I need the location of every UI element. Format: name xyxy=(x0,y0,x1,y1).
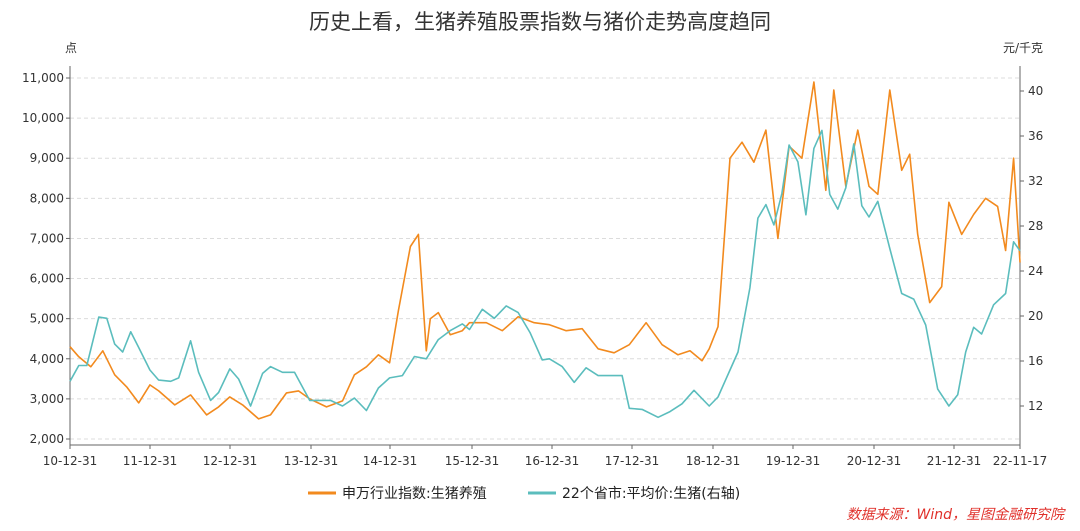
gridlines xyxy=(70,77,1020,440)
x-tick-label: 21-12-31 xyxy=(927,454,981,468)
x-tick-label: 11-12-31 xyxy=(123,454,177,468)
x-tick-label: 14-12-31 xyxy=(363,454,417,468)
left-tick-label: 5,000 xyxy=(30,312,64,326)
chart-title: 历史上看，生猪养殖股票指数与猪价走势高度趋同 xyxy=(309,10,771,34)
right-axis-ticks: 12 16 20 24 28 32 36 40 xyxy=(1020,84,1043,413)
left-axis-unit: 点 xyxy=(65,41,77,55)
axes xyxy=(69,66,1021,446)
x-tick-label: 19-12-31 xyxy=(766,454,820,468)
left-tick-label: 8,000 xyxy=(30,191,64,205)
legend-label-hog-price: 22个省市:平均价:生猪(右轴) xyxy=(562,485,740,502)
right-tick-label: 28 xyxy=(1028,219,1043,233)
x-tick-label: 17-12-31 xyxy=(605,454,659,468)
left-tick-label: 3,000 xyxy=(30,392,64,406)
x-tick-label: 12-12-31 xyxy=(203,454,257,468)
left-tick-label: 10,000 xyxy=(22,111,64,125)
right-tick-label: 20 xyxy=(1028,309,1043,323)
left-tick-label: 6,000 xyxy=(30,272,64,286)
left-axis-ticks: 2,000 3,000 4,000 5,000 6,000 7,000 8,000 9,000… xyxy=(22,71,70,446)
x-tick-label: 20-12-31 xyxy=(847,454,901,468)
x-tick-label: 13-12-31 xyxy=(284,454,338,468)
legend-label-hog-index: 申万行业指数:生猪养殖 xyxy=(342,485,487,502)
right-axis-unit: 元/千克 xyxy=(1003,41,1043,55)
legend: 申万行业指数:生猪养殖 22个省市:平均价:生猪(右轴) xyxy=(308,485,740,502)
series-lines xyxy=(69,81,1021,420)
x-tick-label: 10-12-31 xyxy=(43,454,97,468)
source-note: 数据来源：Wind，星图金融研究院 xyxy=(847,507,1066,523)
left-tick-label: 2,000 xyxy=(30,432,64,446)
series-line-hog-index xyxy=(69,81,1021,420)
left-tick-label: 7,000 xyxy=(30,231,64,245)
x-tick-label: 22-11-17 xyxy=(993,454,1047,468)
right-tick-label: 36 xyxy=(1028,129,1043,143)
x-tick-label: 18-12-31 xyxy=(686,454,740,468)
right-tick-label: 32 xyxy=(1028,174,1043,188)
left-tick-label: 11,000 xyxy=(22,71,64,85)
right-tick-label: 16 xyxy=(1028,354,1043,368)
x-axis-ticks: 10-12-31 11-12-31 12-12-31 13-12-31 14-12-31… xyxy=(43,445,1047,468)
right-tick-label: 12 xyxy=(1028,399,1043,413)
x-tick-label: 15-12-31 xyxy=(445,454,499,468)
right-tick-label: 40 xyxy=(1028,84,1043,98)
left-tick-label: 9,000 xyxy=(30,151,64,165)
right-tick-label: 24 xyxy=(1028,264,1043,278)
x-tick-label: 16-12-31 xyxy=(525,454,579,468)
left-tick-label: 4,000 xyxy=(30,352,64,366)
series-line-hog-price xyxy=(69,129,1021,419)
